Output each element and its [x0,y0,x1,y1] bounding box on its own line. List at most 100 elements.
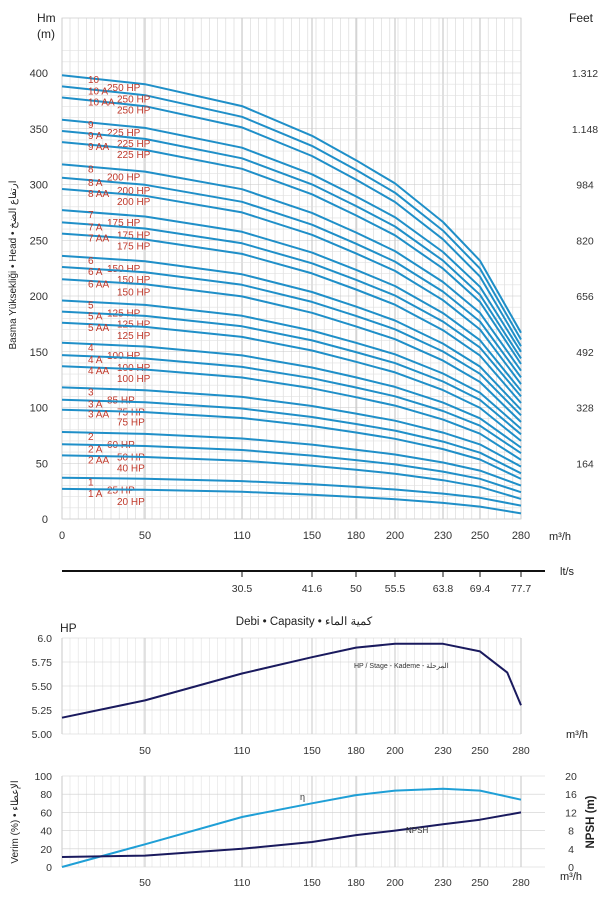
head-curve-6a [61,266,522,417]
power-x-tick-label: 180 [347,745,365,757]
head-curve-stage-label: 3 A [88,400,103,411]
head-curve-hp-label: 150 HP [107,264,141,275]
head-curve-stage-label: 2 [88,432,94,443]
lts-tick-label: 50 [350,583,362,595]
lts-tick-label: 77.7 [511,583,532,595]
head-curve-stage-label: 9 [88,120,94,131]
head-curve-8aa [61,188,522,385]
head-y-tick-label: 0 [42,514,48,526]
head-right-unit: Feet [569,11,594,25]
efficiency-series-label: η [300,792,305,802]
head-curve-stage-label: 5 AA [88,323,109,334]
power-chart: Debi • Capasity • كمية الماء HP 5.00 5.25 5.… [32,615,588,757]
head-feet-tick-label: 328 [576,403,594,415]
head-y-tick-label: 400 [30,68,48,80]
head-curve-6 [61,254,522,411]
head-x-tick-label: 150 [303,530,321,542]
head-curve-hp-label: 175 HP [107,218,141,229]
npsh-y-tick-label: 20 [565,771,577,783]
head-x-tick-label: 0 [59,530,65,542]
head-curve-9aa [61,141,522,365]
head-y-tick-label: 150 [30,347,48,359]
head-curve-hp-label: 175 HP [117,230,151,241]
head-curve-3aa [61,408,522,480]
head-curve-stage-label: 7 A [88,222,103,233]
head-curve-hp-label: 125 HP [117,331,151,342]
power-y-tick-label: 5.25 [32,705,53,717]
eff-y-tick-label: 0 [46,862,52,874]
head-x-unit: m³/h [549,531,571,543]
head-y-tick-label: 100 [30,403,48,415]
head-curve-hp-label: 200 HP [117,186,151,197]
head-y-tick-label: 200 [30,291,48,303]
head-curve-hp-label: 20 HP [117,497,145,508]
lts-tick-label: 69.4 [470,583,491,595]
head-curve-4a [61,354,522,455]
eff-y-axis-title: Verim (%) • الإعطاء [10,780,21,863]
head-curve-stage-label: 3 [88,387,94,398]
head-curve-stage-label: 2 AA [88,455,109,466]
head-curve-8a [61,176,522,378]
head-curve-stage-label: 4 [88,343,94,354]
lts-tick-label: 30.5 [232,583,253,595]
head-curve-10aa [61,96,522,347]
head-curve-stage-label: 6 A [88,267,103,278]
head-curve-stage-label: 7 [88,210,94,221]
head-curve-3 [61,386,522,468]
power-x-tick-label: 230 [434,745,452,757]
power-x-tick-label: 110 [234,745,251,757]
head-y-unit: Hm [37,11,56,25]
head-curve-1 [61,476,522,507]
head-y-tick-label: 300 [30,180,48,192]
head-curve-2aa [61,454,522,500]
head-x-tick-label: 280 [512,530,530,542]
head-curve-hp-label: 250 HP [117,94,151,105]
npsh-y-tick-label: 12 [565,807,577,819]
head-curve-2a [61,443,522,494]
head-y-axis-title: Basma Yüksekliği • Head • ارتفاع الضخ [8,181,19,350]
power-x-tick-label: 150 [303,745,321,757]
head-x-tick-label: 110 [233,530,251,542]
head-feet-tick-label: 820 [576,235,594,247]
head-curve-10a [61,85,522,341]
head-curve-3a [61,398,522,475]
head-curve-7 [61,209,522,392]
head-curve-5aa [61,321,522,442]
efficiency-curve [61,787,522,868]
head-curve-4 [61,341,522,449]
head-curve-hp-label: 200 HP [107,172,141,183]
head-curve-hp-label: 150 HP [117,275,151,286]
head-y-unit-2: (m) [37,27,55,41]
head-feet-tick-label: 164 [576,458,594,470]
lts-tick-label: 55.5 [385,583,406,595]
eff-x-tick-label: 150 [303,877,321,889]
power-y-tick-label: 6.0 [37,633,52,645]
head-feet-tick-label: 492 [576,347,594,359]
head-curve-hp-label: 200 HP [117,197,151,208]
head-curve-hp-label: 175 HP [117,242,151,253]
head-curve-hp-label: 125 HP [117,320,151,331]
head-curve-4aa [61,365,522,461]
power-y-unit: HP [60,621,77,635]
head-plot-frame [61,17,522,520]
head-curve-stage-label: 1 A [88,489,103,500]
eff-x-unit: m³/h [560,871,582,883]
power-y-tick-label: 5.50 [32,681,53,693]
eff-y-tick-label: 60 [40,807,52,819]
head-curve-9 [61,118,522,353]
head-x-tick-label: 250 [471,530,489,542]
head-curve-2 [61,431,522,487]
head-chart: 0501001502002503003504001643284926568209… [8,11,598,543]
eff-y-tick-label: 20 [40,844,52,856]
head-curve-stage-label: 8 [88,164,94,175]
eff-x-tick-label: 180 [347,877,365,889]
eff-y-tick-label: 80 [40,789,52,801]
head-curve-8 [61,163,522,372]
eff-x-tick-label: 230 [434,877,452,889]
head-curve-hp-label: 225 HP [117,139,151,150]
head-feet-tick-label: 656 [576,291,594,303]
head-curve-stage-label: 9 AA [88,142,109,153]
head-curve-stage-label: 3 AA [88,410,109,421]
head-curve-hp-label: 225 HP [117,150,151,161]
eff-y-tick-label: 100 [34,771,52,783]
